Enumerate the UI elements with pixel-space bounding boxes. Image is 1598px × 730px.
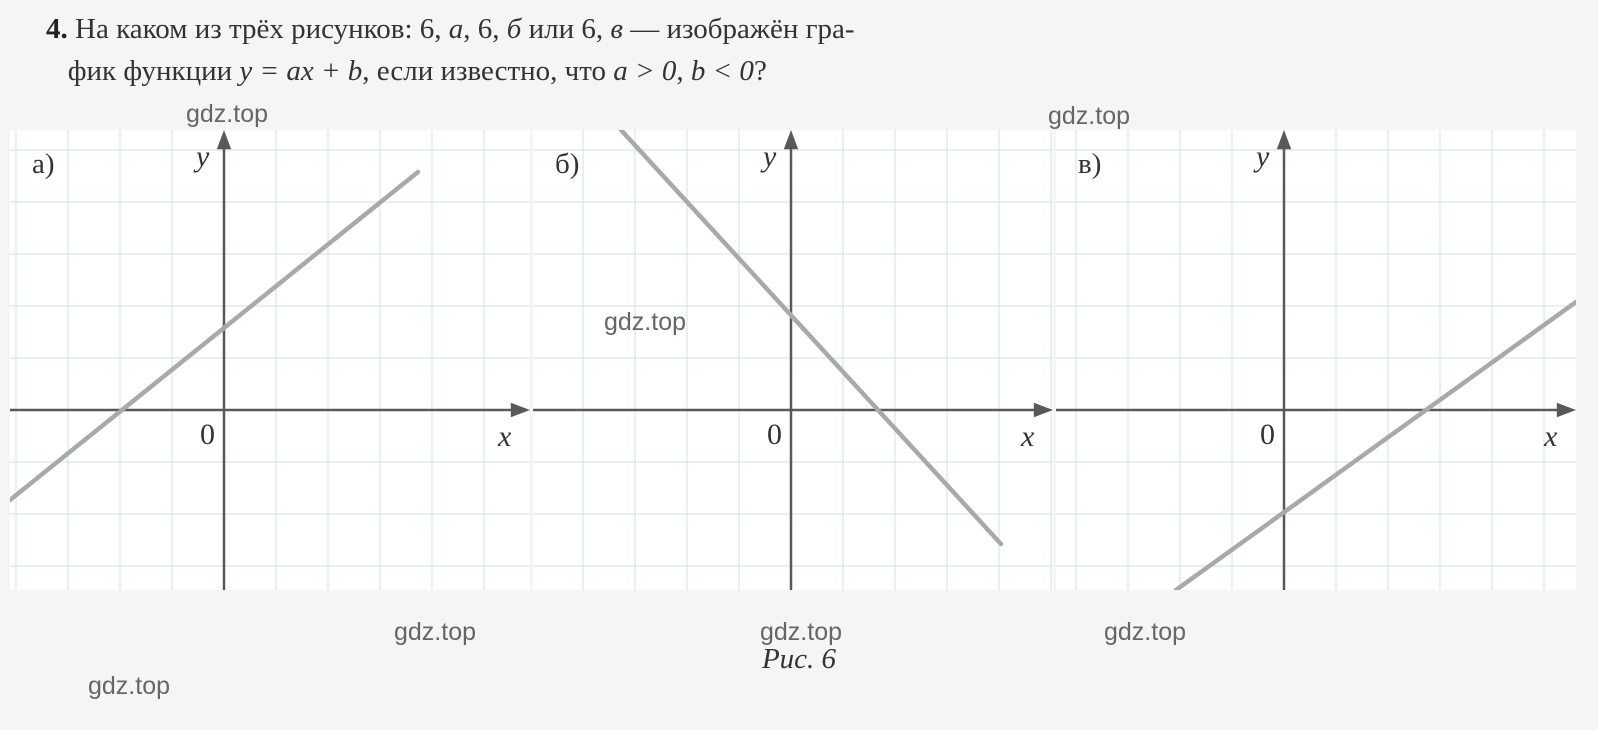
panel-label-a: а) xyxy=(32,148,55,181)
chart-b: y x 0 xyxy=(533,130,1053,590)
svg-text:x: x xyxy=(497,420,512,453)
watermark: gdz.top xyxy=(604,308,686,337)
svg-text:0: 0 xyxy=(1260,418,1275,451)
problem-line1-c: , 6, xyxy=(463,13,507,45)
watermark: gdz.top xyxy=(394,618,476,647)
chart-panel-a: y x 0 а) xyxy=(10,130,533,590)
problem-number: 4. xyxy=(46,13,68,45)
chart-panel-b: y x 0 б) xyxy=(533,130,1056,590)
problem-line1-d: б xyxy=(507,13,522,45)
problem-line2-e: , xyxy=(676,55,691,87)
svg-text:y: y xyxy=(760,140,777,173)
problem-line1-g: — изображён гра- xyxy=(623,13,855,45)
panel-label-b: б) xyxy=(555,148,579,181)
chart-c: y x 0 xyxy=(1056,130,1576,590)
problem-line1-e: или 6, xyxy=(521,13,610,45)
problem-line2-g: ? xyxy=(754,55,767,87)
chart-a: y x 0 xyxy=(10,130,530,590)
watermark: gdz.top xyxy=(760,618,842,647)
svg-text:y: y xyxy=(193,140,210,173)
problem-line1-f: в xyxy=(610,13,623,45)
watermark: gdz.top xyxy=(1104,618,1186,647)
watermark: gdz.top xyxy=(186,100,268,129)
chart-panel-c: y x 0 в) xyxy=(1056,130,1579,590)
svg-text:y: y xyxy=(1253,140,1270,173)
svg-text:0: 0 xyxy=(767,418,782,451)
watermark: gdz.top xyxy=(88,672,170,701)
problem-line2-f: b < 0 xyxy=(691,55,754,87)
panel-label-c: в) xyxy=(1078,148,1101,181)
problem-line1-b: а xyxy=(449,13,464,45)
svg-text:x: x xyxy=(1020,420,1035,453)
problem-line2-a: фик функции xyxy=(68,55,240,87)
charts-row: y x 0 а) y x 0 б) y x 0 в) xyxy=(10,130,1579,590)
figure-caption: Рис. 6 xyxy=(762,643,836,676)
problem-line2-b: y = ax + b xyxy=(239,55,362,87)
problem-line2-c: , если известно, что xyxy=(362,55,613,87)
problem-text: 4. На каком из трёх рисунков: 6, а, 6, б… xyxy=(46,8,1578,92)
problem-line2-d: a > 0 xyxy=(613,55,676,87)
svg-text:0: 0 xyxy=(200,418,215,451)
problem-line1-a: На каком из трёх рисунков: 6, xyxy=(75,13,449,45)
svg-text:x: x xyxy=(1543,420,1558,453)
watermark: gdz.top xyxy=(1048,102,1130,131)
